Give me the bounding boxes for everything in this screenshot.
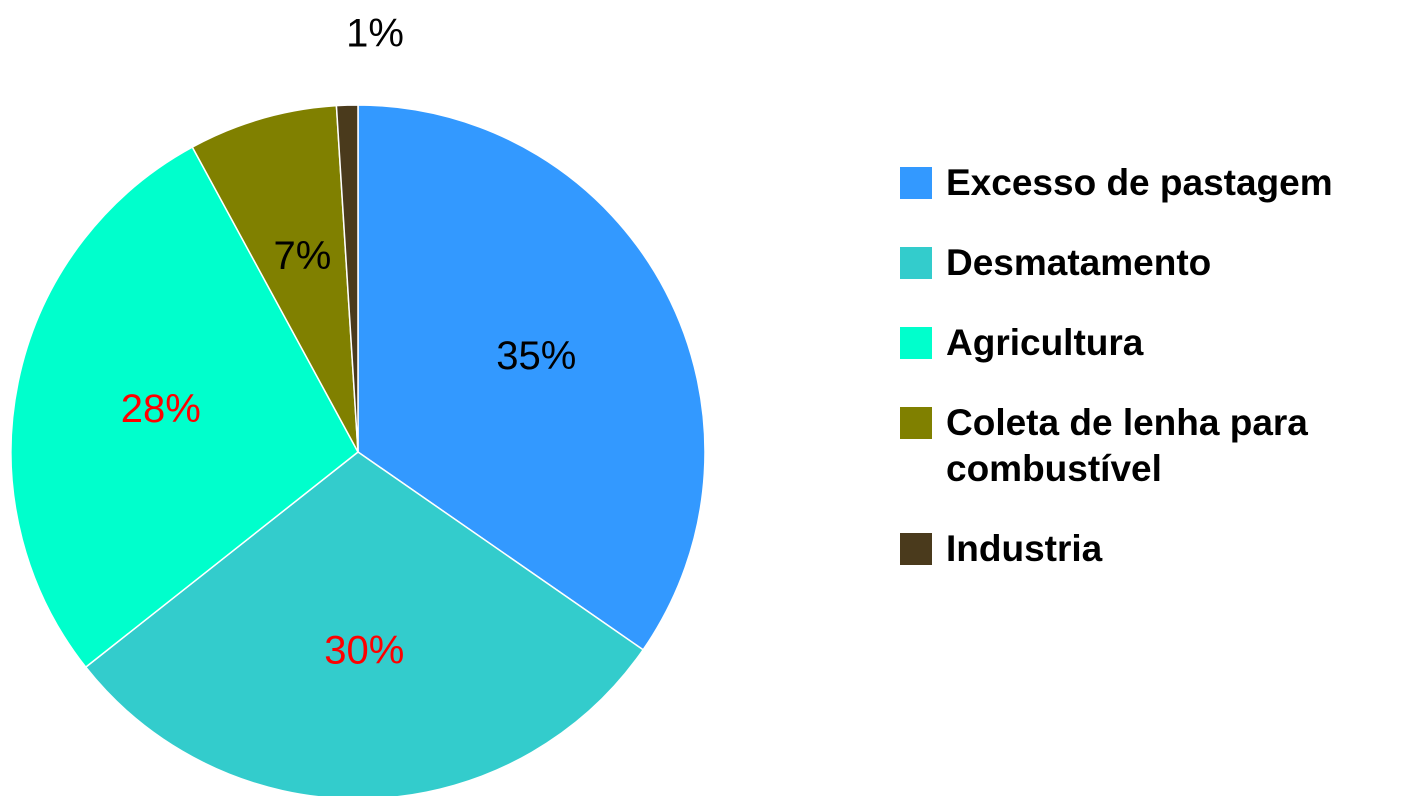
legend: Excesso de pastagem Desmatamento Agricultu… (900, 160, 1400, 606)
data-label: 28% (121, 387, 201, 431)
legend-label: Desmatamento (946, 242, 1212, 283)
legend-label: Agricultura (946, 322, 1144, 363)
legend-label: Excesso de pastagem (946, 162, 1333, 203)
data-label: 30% (324, 629, 404, 673)
legend-item: Excesso de pastagem (900, 160, 1400, 206)
pie-slice (191, 104, 359, 453)
legend-swatch (900, 167, 932, 199)
legend-item: Agricultura (900, 320, 1400, 366)
data-label: 35% (496, 334, 576, 378)
legend-item: Coleta de lenha para combustível (900, 400, 1400, 492)
legend-swatch (900, 407, 932, 439)
pie-slice (357, 104, 706, 651)
legend-label: Coleta de lenha para combustível (946, 402, 1308, 489)
legend-item: Desmatamento (900, 240, 1400, 286)
pie-slice (10, 146, 359, 669)
data-label: 1% (346, 11, 404, 55)
pie-slice (84, 451, 645, 796)
pie-slice (335, 104, 359, 453)
legend-swatch (900, 533, 932, 565)
legend-swatch (900, 327, 932, 359)
data-label: 7% (273, 234, 331, 278)
legend-swatch (900, 247, 932, 279)
legend-label: Industria (946, 528, 1103, 569)
legend-item: Industria (900, 526, 1400, 572)
